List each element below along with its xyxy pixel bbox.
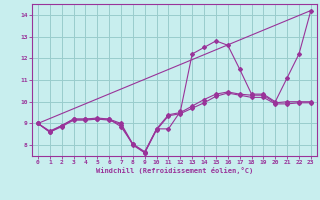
X-axis label: Windchill (Refroidissement éolien,°C): Windchill (Refroidissement éolien,°C) xyxy=(96,167,253,174)
